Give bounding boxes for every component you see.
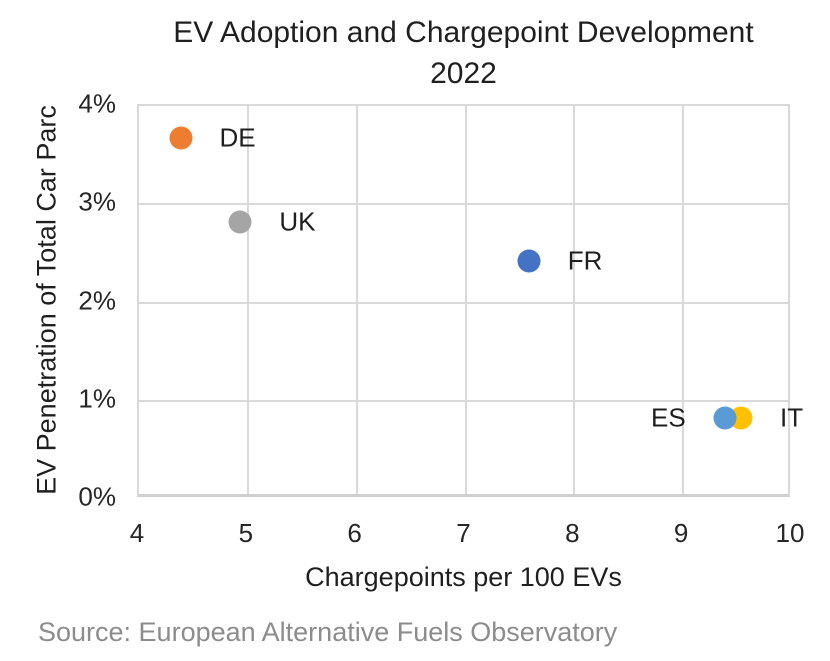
gridline-horizontal	[139, 203, 788, 206]
x-tick-label: 8	[565, 518, 580, 548]
x-tick-label: 7	[456, 518, 471, 548]
gridline-horizontal	[139, 399, 788, 402]
data-point-it	[729, 406, 753, 430]
y-tick-label: 2%	[78, 285, 116, 315]
x-tick-label: 5	[238, 518, 254, 548]
x-axis-title: Chargepoints per 100 EVs	[305, 562, 622, 592]
data-point-label-uk: UK	[279, 206, 316, 237]
data-point-uk	[228, 210, 252, 234]
y-tick-label: 3%	[78, 186, 116, 217]
gridline-vertical	[573, 106, 576, 494]
plot-area	[137, 104, 790, 497]
gridline-horizontal	[139, 301, 788, 304]
data-point-fr	[517, 249, 541, 273]
chart-title: EV Adoption and Chargepoint Development …	[137, 12, 790, 94]
data-point-label-es: ES	[651, 402, 686, 433]
y-tick-label: 1%	[78, 383, 116, 414]
data-point-es	[713, 406, 737, 430]
chart-title-line-1: EV Adoption and Chargepoint Development	[173, 16, 754, 49]
chart-title-line-2: 2022	[430, 57, 497, 90]
y-tick-label: 0%	[78, 481, 116, 512]
gridline-vertical	[464, 106, 467, 494]
data-point-label-it: IT	[780, 402, 804, 433]
gridline-vertical	[355, 106, 358, 494]
data-point-label-de: DE	[219, 122, 256, 153]
gridline-vertical	[246, 106, 249, 494]
y-tick-label: 4%	[78, 88, 116, 119]
x-tick-label: 9	[673, 518, 689, 548]
source-note: Source: European Alternative Fuels Obser…	[38, 617, 618, 647]
data-point-de	[169, 126, 193, 150]
gridline-vertical	[682, 106, 685, 494]
data-point-label-fr: FR	[567, 245, 603, 276]
x-tick-label: 4	[129, 518, 145, 548]
x-tick-label: 6	[347, 518, 362, 548]
x-tick-label: 10	[775, 518, 805, 548]
